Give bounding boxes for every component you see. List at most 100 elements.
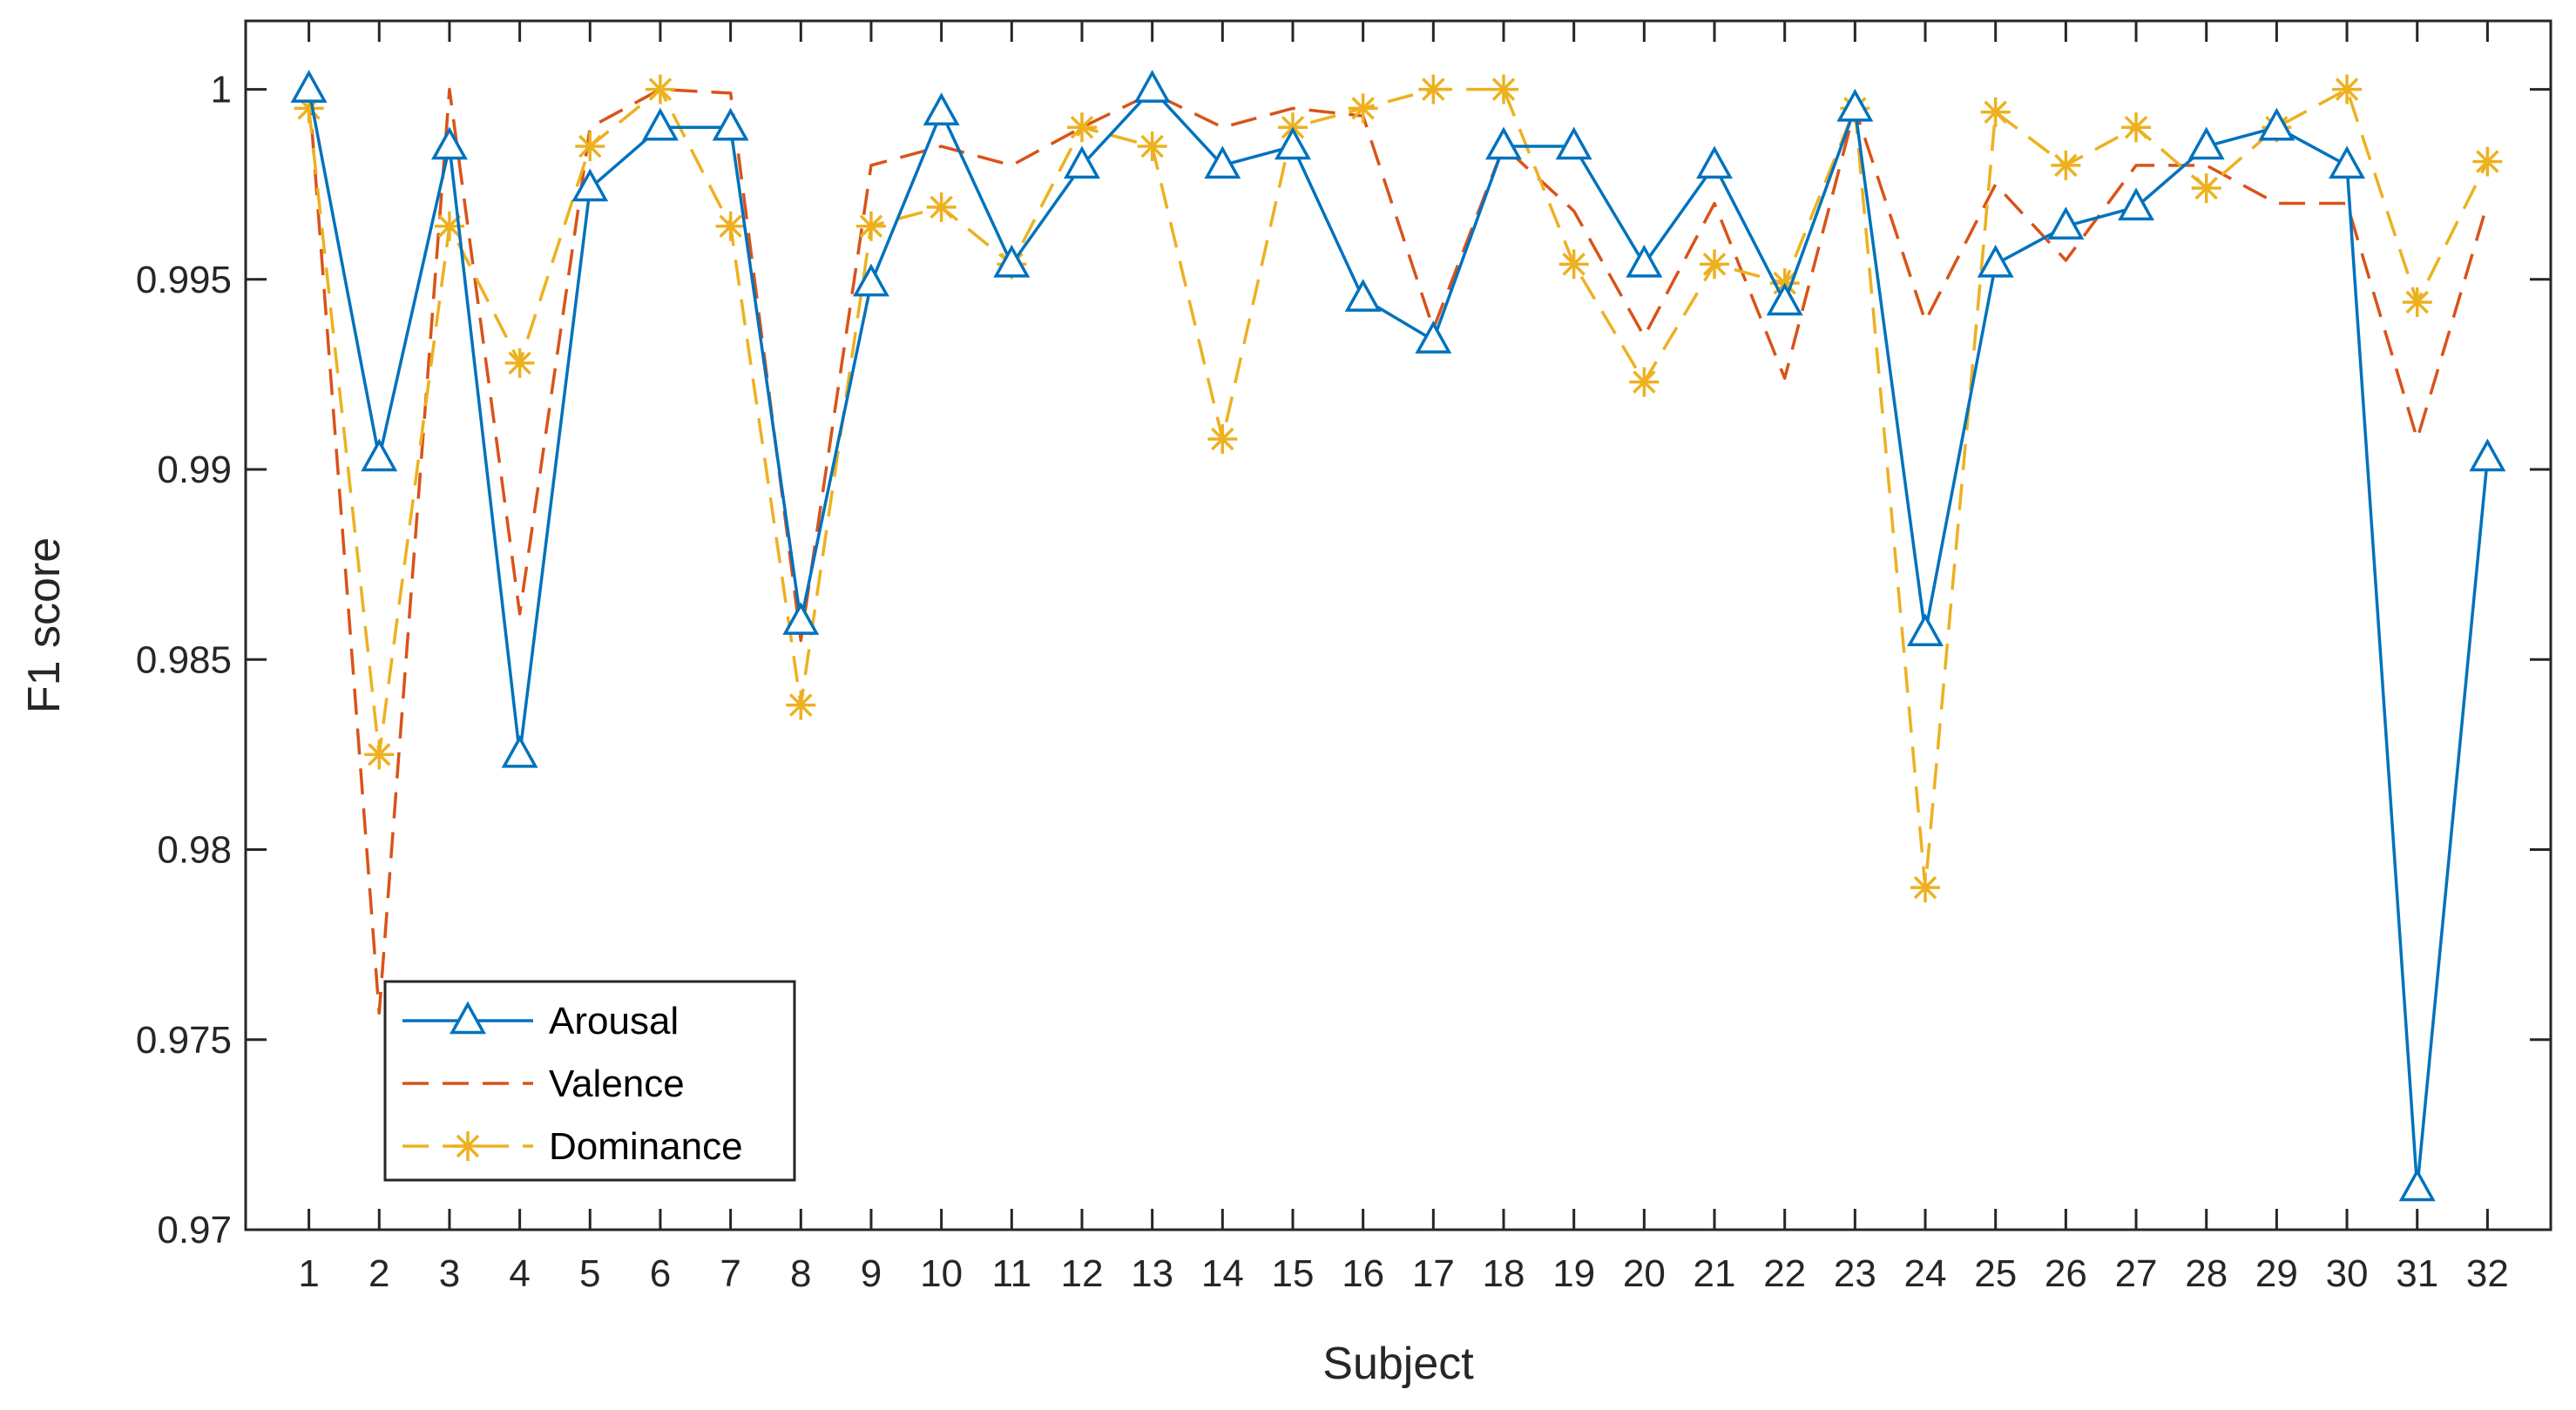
point-arousal	[571, 168, 609, 202]
point-arousal	[1696, 145, 1733, 179]
point-dominance	[1418, 74, 1449, 105]
point-dominance	[2472, 146, 2503, 177]
point-dominance	[1489, 74, 1519, 105]
x-tick-label: 18	[1483, 1252, 1525, 1295]
y-tick-label: 0.995	[136, 259, 232, 301]
point-dominance	[2121, 112, 2152, 143]
point-dominance	[786, 690, 816, 720]
x-tick-label: 30	[2326, 1252, 2369, 1295]
point-dominance	[504, 347, 535, 378]
point-arousal	[852, 263, 889, 297]
point-dominance	[1700, 249, 1730, 280]
point-arousal	[2187, 126, 2225, 160]
point-arousal	[501, 734, 538, 768]
point-dominance	[1629, 367, 1660, 397]
y-tick-label: 1	[211, 69, 232, 111]
legend-marker-arousal	[450, 1001, 486, 1035]
x-tick-label: 19	[1552, 1252, 1595, 1295]
series-layer	[290, 70, 2506, 1202]
legend-marker-dominance	[453, 1131, 483, 1161]
x-tick-label: 13	[1131, 1252, 1173, 1295]
point-arousal	[1977, 244, 2014, 278]
x-tick-label: 26	[2045, 1252, 2087, 1295]
point-arousal	[1415, 320, 1452, 354]
point-arousal	[712, 107, 749, 141]
legend-entry-dominance: Dominance	[402, 1125, 743, 1168]
y-tick-label: 0.985	[136, 638, 232, 681]
y-axis-title: F1 score	[19, 537, 70, 713]
point-arousal	[1907, 613, 1944, 646]
y-tick-label: 0.975	[136, 1019, 232, 1062]
point-dominance	[1066, 112, 1097, 143]
point-arousal	[290, 70, 328, 103]
point-dominance	[2051, 150, 2081, 180]
point-arousal	[361, 438, 398, 472]
legend-label-dominance: Dominance	[549, 1125, 743, 1168]
point-arousal	[1133, 70, 1171, 103]
legend-label-valence: Valence	[549, 1063, 685, 1105]
legend-box	[383, 980, 796, 1182]
point-dominance	[1558, 249, 1589, 280]
legend-entry-arousal: Arousal	[402, 1000, 679, 1042]
tick-labels: 1 2 3 4 5 6 7 8 9 10 11 12 13 14 15 16 17 18 19 20 21 22 23 24 2…	[136, 69, 2509, 1295]
point-arousal	[782, 602, 820, 635]
point-arousal	[1274, 126, 1311, 160]
point-arousal	[1064, 145, 1100, 179]
point-dominance	[2191, 173, 2221, 204]
point-arousal	[993, 244, 1031, 278]
x-tick-label: 5	[579, 1252, 600, 1295]
x-tick-label: 3	[439, 1252, 460, 1295]
point-dominance	[1348, 93, 1378, 124]
x-tick-label: 32	[2466, 1252, 2509, 1295]
point-arousal	[923, 92, 960, 126]
x-tick-label: 16	[1342, 1252, 1384, 1295]
point-dominance	[364, 739, 395, 770]
point-arousal	[1836, 88, 1874, 122]
x-tick-label: 20	[1623, 1252, 1666, 1295]
x-tick-label: 15	[1272, 1252, 1315, 1295]
point-dominance	[645, 74, 675, 105]
x-tick-label: 21	[1694, 1252, 1736, 1295]
series-arousal	[290, 70, 2506, 1202]
point-arousal	[2118, 187, 2155, 221]
point-dominance	[1207, 424, 1238, 455]
x-tick-label: 11	[991, 1252, 1031, 1295]
x-tick-label: 17	[1412, 1252, 1455, 1295]
x-tick-label: 24	[1904, 1252, 1947, 1295]
point-arousal	[1766, 282, 1803, 316]
legend: Arousal Valence Dominance	[383, 980, 796, 1182]
x-tick-label: 12	[1061, 1252, 1104, 1295]
point-dominance	[1980, 97, 2011, 127]
point-arousal	[1204, 145, 1241, 179]
x-tick-label: 25	[1974, 1252, 2017, 1295]
x-tick-label: 4	[509, 1252, 530, 1295]
x-tick-label: 7	[720, 1252, 740, 1295]
x-tick-label: 28	[2185, 1252, 2228, 1295]
x-axis-title: Subject	[1322, 1339, 1474, 1389]
x-tick-label: 10	[920, 1252, 963, 1295]
point-arousal	[641, 107, 679, 141]
x-tick-label: 29	[2255, 1252, 2298, 1295]
x-tick-label: 31	[2396, 1252, 2438, 1295]
legend-label-arousal: Arousal	[549, 1000, 679, 1042]
legend-entry-valence: Valence	[402, 1063, 685, 1105]
point-arousal	[2329, 145, 2366, 179]
point-dominance	[2402, 287, 2432, 317]
point-dominance	[1137, 132, 1167, 162]
x-tick-label: 2	[368, 1252, 389, 1295]
y-tick-label: 0.97	[157, 1209, 232, 1251]
point-dominance	[715, 211, 746, 241]
x-tick-label: 22	[1763, 1252, 1806, 1295]
y-tick-label: 0.99	[157, 449, 232, 491]
point-arousal	[1344, 279, 1382, 312]
x-tick-label: 1	[298, 1252, 319, 1295]
x-tick-label: 23	[1834, 1252, 1876, 1295]
axis-ticks	[246, 21, 2551, 1231]
x-tick-label: 14	[1201, 1252, 1244, 1295]
series-line-dominance	[307, 87, 2489, 889]
x-tick-label: 9	[861, 1252, 882, 1295]
point-dominance	[575, 132, 605, 162]
point-dominance	[2332, 74, 2363, 105]
point-arousal	[1485, 126, 1522, 160]
